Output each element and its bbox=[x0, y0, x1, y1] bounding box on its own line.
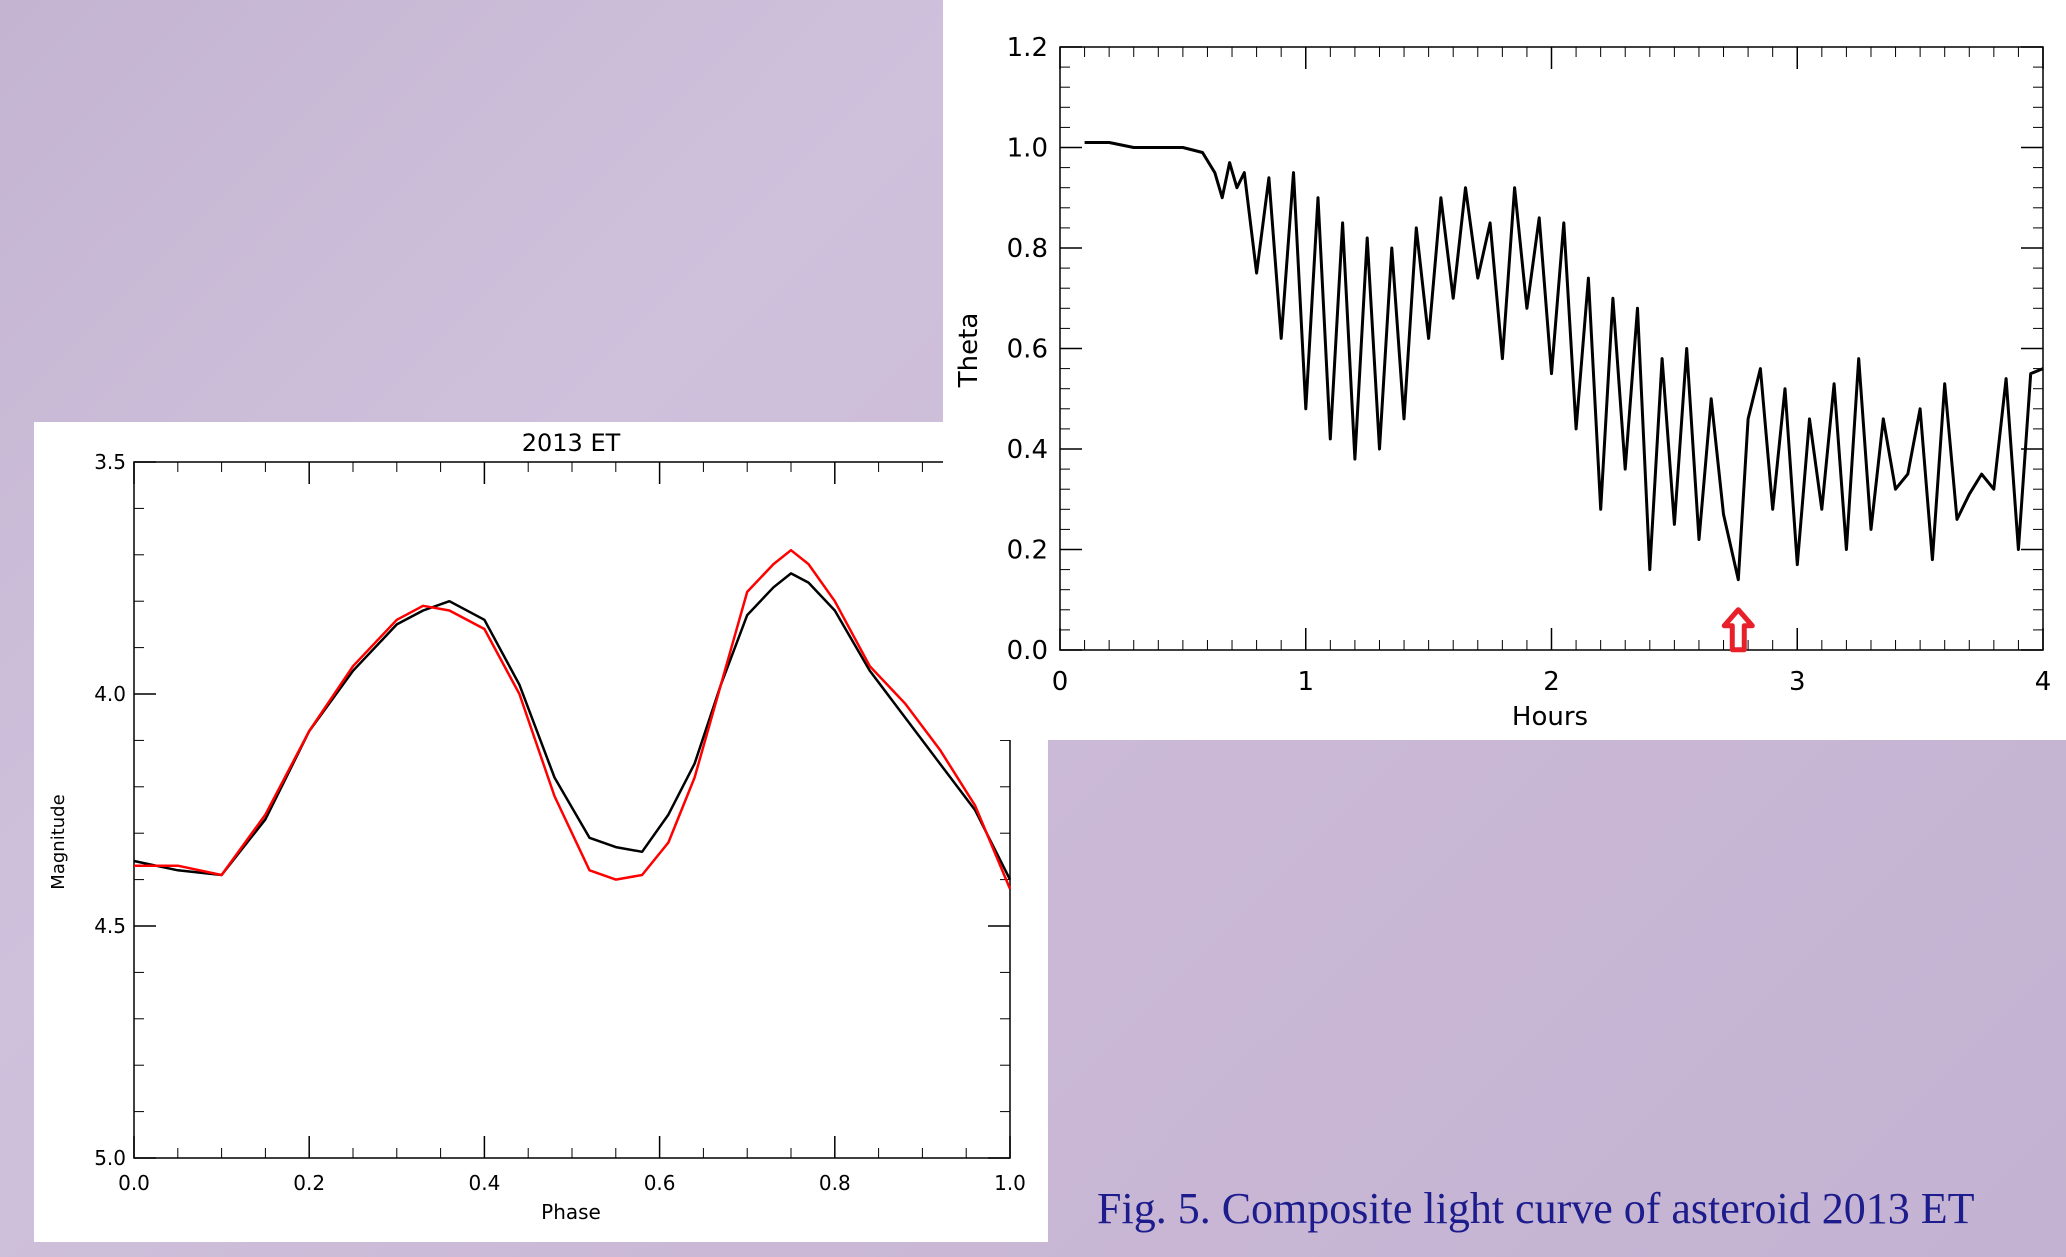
x-tick-label: 0.8 bbox=[819, 1171, 851, 1195]
y-tick-label: 1.2 bbox=[1007, 33, 1048, 63]
y-tick-label: 4.0 bbox=[94, 682, 126, 706]
y-tick-label: 0.2 bbox=[1007, 536, 1048, 566]
x-tick-label: 1.0 bbox=[994, 1171, 1026, 1195]
x-tick-label: 0.6 bbox=[644, 1171, 676, 1195]
y-tick-label: 0.0 bbox=[1007, 636, 1048, 666]
y-axis-label: Magnitude bbox=[48, 794, 69, 889]
figure-caption: Fig. 5. Composite light curve of asteroi… bbox=[1097, 1184, 1975, 1233]
y-tick-label: 0.4 bbox=[1007, 435, 1048, 465]
y-tick-label: 1.0 bbox=[1007, 134, 1048, 164]
x-tick-label: 0.2 bbox=[293, 1171, 325, 1195]
y-tick-label: 0.6 bbox=[1007, 335, 1048, 365]
x-tick-label: 3 bbox=[1789, 667, 1806, 697]
x-axis-label: Hours bbox=[1512, 702, 1588, 732]
x-tick-label: 4 bbox=[2035, 667, 2052, 697]
x-axis-label: Phase bbox=[541, 1200, 601, 1224]
x-tick-label: 0.4 bbox=[468, 1171, 500, 1195]
min-marker-arrow-icon bbox=[1721, 607, 1755, 653]
light-curve-chart-panel: 2013 ET Phase Magnitude 0.0 0.2 0.4 0.6 0.8 1… bbox=[34, 422, 1048, 1242]
plot-frame bbox=[1059, 46, 2044, 651]
series-line-1 bbox=[133, 572, 1012, 881]
series-line-2 bbox=[134, 548, 1012, 890]
y-axis-label: Theta bbox=[954, 313, 984, 388]
light-curve-chart: 2013 ET Phase Magnitude 0.0 0.2 0.4 0.6 0.8 1… bbox=[48, 429, 1026, 1224]
y-tick-label: 5.0 bbox=[94, 1146, 126, 1170]
x-tick-label: 0 bbox=[1052, 667, 1069, 697]
x-tick-label: 1 bbox=[1297, 667, 1314, 697]
series-line-1 bbox=[1084, 141, 2044, 582]
y-tick-label: 3.5 bbox=[94, 450, 126, 474]
periodogram-chart-panel: Hours Theta 0 1 2 3 4 0.0 0.2 0.4 0.6 0.8 1.0 1.2 bbox=[943, 0, 2066, 740]
periodogram-chart: Hours Theta 0 1 2 3 4 0.0 0.2 0.4 0.6 0.8 1.0 1.2 bbox=[954, 33, 2052, 732]
chart-title: 2013 ET bbox=[522, 429, 621, 457]
x-tick-label: 0.0 bbox=[118, 1171, 150, 1195]
y-tick-label: 4.5 bbox=[94, 914, 126, 938]
y-tick-label: 0.8 bbox=[1007, 234, 1048, 264]
x-tick-label: 2 bbox=[1543, 667, 1560, 697]
arrow-shape bbox=[1721, 607, 1755, 653]
